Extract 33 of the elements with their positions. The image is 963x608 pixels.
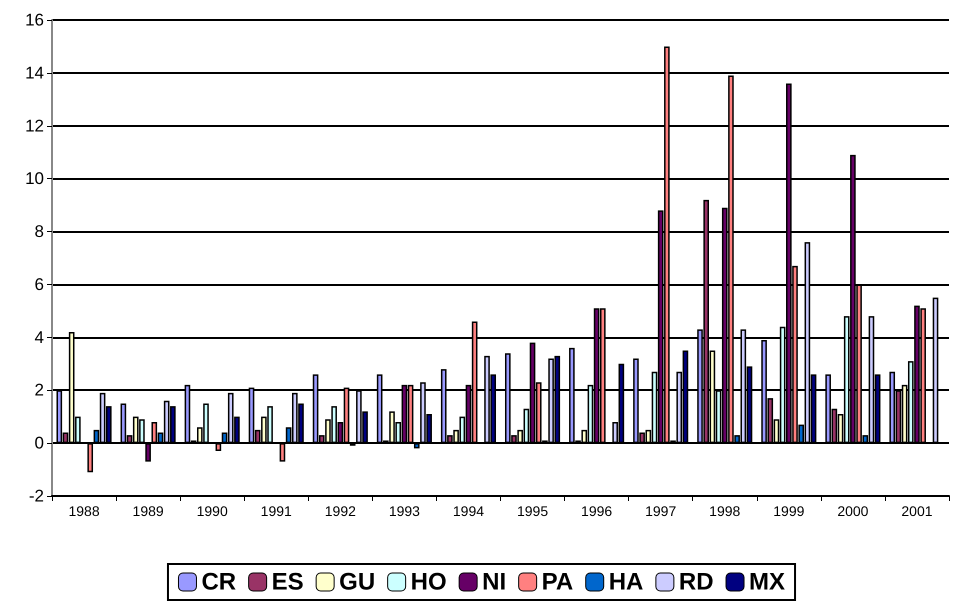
x-tick-label: 1998 (709, 503, 741, 519)
x-tick-label: 1989 (132, 503, 164, 519)
y-tick-label: 2 (34, 380, 44, 400)
legend-label: CR (201, 568, 236, 596)
legend-label: HA (608, 568, 644, 596)
legend-label: NI (482, 568, 506, 596)
y-tick-label: 0 (34, 434, 44, 453)
y-tick-label: 4 (34, 328, 44, 347)
y-tick-label: 16 (25, 10, 44, 30)
legend-label: RD (678, 568, 714, 596)
y-tick-label: 6 (34, 274, 44, 294)
x-tick-label: 1996 (581, 503, 612, 519)
legend-label: MX (749, 568, 786, 596)
x-tick-label: 1993 (388, 503, 420, 519)
legend-label: PA (542, 568, 574, 596)
legend-label: GU (339, 568, 376, 596)
x-tick-label: 2001 (901, 503, 933, 519)
x-tick-label: 1994 (452, 503, 484, 519)
y-tick-label: 8 (34, 222, 44, 242)
x-tick-label: 1995 (516, 503, 548, 519)
x-tick-label: 1999 (773, 503, 805, 519)
y-tick-label: 14 (25, 63, 44, 82)
x-tick-label: 1992 (324, 503, 356, 519)
x-tick-label: 1991 (260, 503, 292, 519)
x-tick-label: 1997 (645, 503, 676, 519)
y-tick-label: 10 (25, 169, 44, 188)
legend-label: ES (272, 568, 304, 596)
legend-label: HO (410, 568, 447, 596)
y-tick-label: -2 (28, 486, 44, 506)
y-tick-label: 12 (25, 116, 44, 136)
x-tick-label: 1990 (196, 503, 228, 519)
x-tick-label: 2000 (837, 503, 869, 519)
x-tick-label: 1988 (68, 503, 100, 519)
